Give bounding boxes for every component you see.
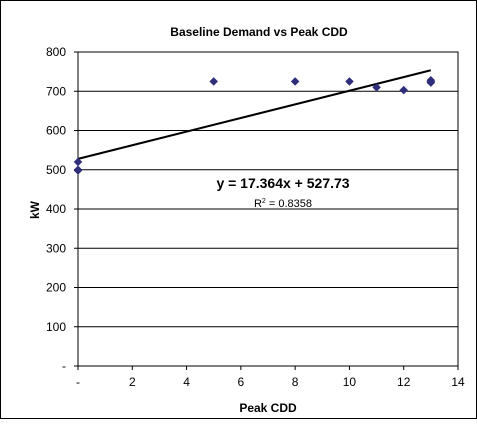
y-tick-label: 500	[46, 163, 66, 177]
x-tick-label: 12	[397, 375, 411, 389]
r-squared-value: = 0.8358	[266, 198, 312, 210]
r-squared-superscript: 2	[262, 198, 266, 205]
data-point	[399, 85, 409, 95]
y-axis: - 100 200 300 400 500 600 700 800	[46, 45, 78, 373]
data-point	[209, 77, 219, 86]
data-point	[73, 166, 83, 175]
data-point	[345, 77, 354, 86]
y-tick-label: 200	[46, 281, 66, 295]
y-tick-label: 400	[46, 202, 66, 216]
y-tick-label: 800	[46, 45, 66, 59]
x-tick-label: -	[76, 375, 80, 389]
x-tick-label: 8	[292, 375, 299, 389]
y-tick-label: 700	[46, 84, 66, 98]
x-tick-label: 10	[343, 375, 357, 389]
y-tick-label: 600	[46, 124, 66, 138]
chart-title: Baseline Demand vs Peak CDD	[170, 25, 348, 39]
r-squared-label: R2 = 0.8358	[254, 198, 312, 210]
data-point	[290, 77, 300, 86]
x-axis: - 2 4 6 8 10 12 14	[76, 366, 465, 389]
grid-lines	[78, 51, 458, 328]
trendline-equation: y = 17.364x + 527.73	[216, 175, 349, 191]
trendline	[77, 69, 432, 160]
y-tick-label: -	[62, 359, 66, 373]
y-tick-label: 300	[46, 241, 66, 255]
y-tick-label: 100	[46, 320, 66, 334]
data-point	[426, 78, 436, 87]
x-tick-label: 14	[451, 375, 465, 389]
x-tick-label: 6	[238, 375, 245, 389]
data-points	[73, 75, 436, 175]
data-point	[372, 82, 381, 92]
r-squared-prefix: R	[254, 198, 262, 210]
x-tick-label: 4	[183, 375, 190, 389]
x-tick-label: 2	[129, 375, 136, 389]
x-axis-title: Peak CDD	[239, 401, 297, 415]
y-axis-title: kW	[28, 200, 42, 219]
